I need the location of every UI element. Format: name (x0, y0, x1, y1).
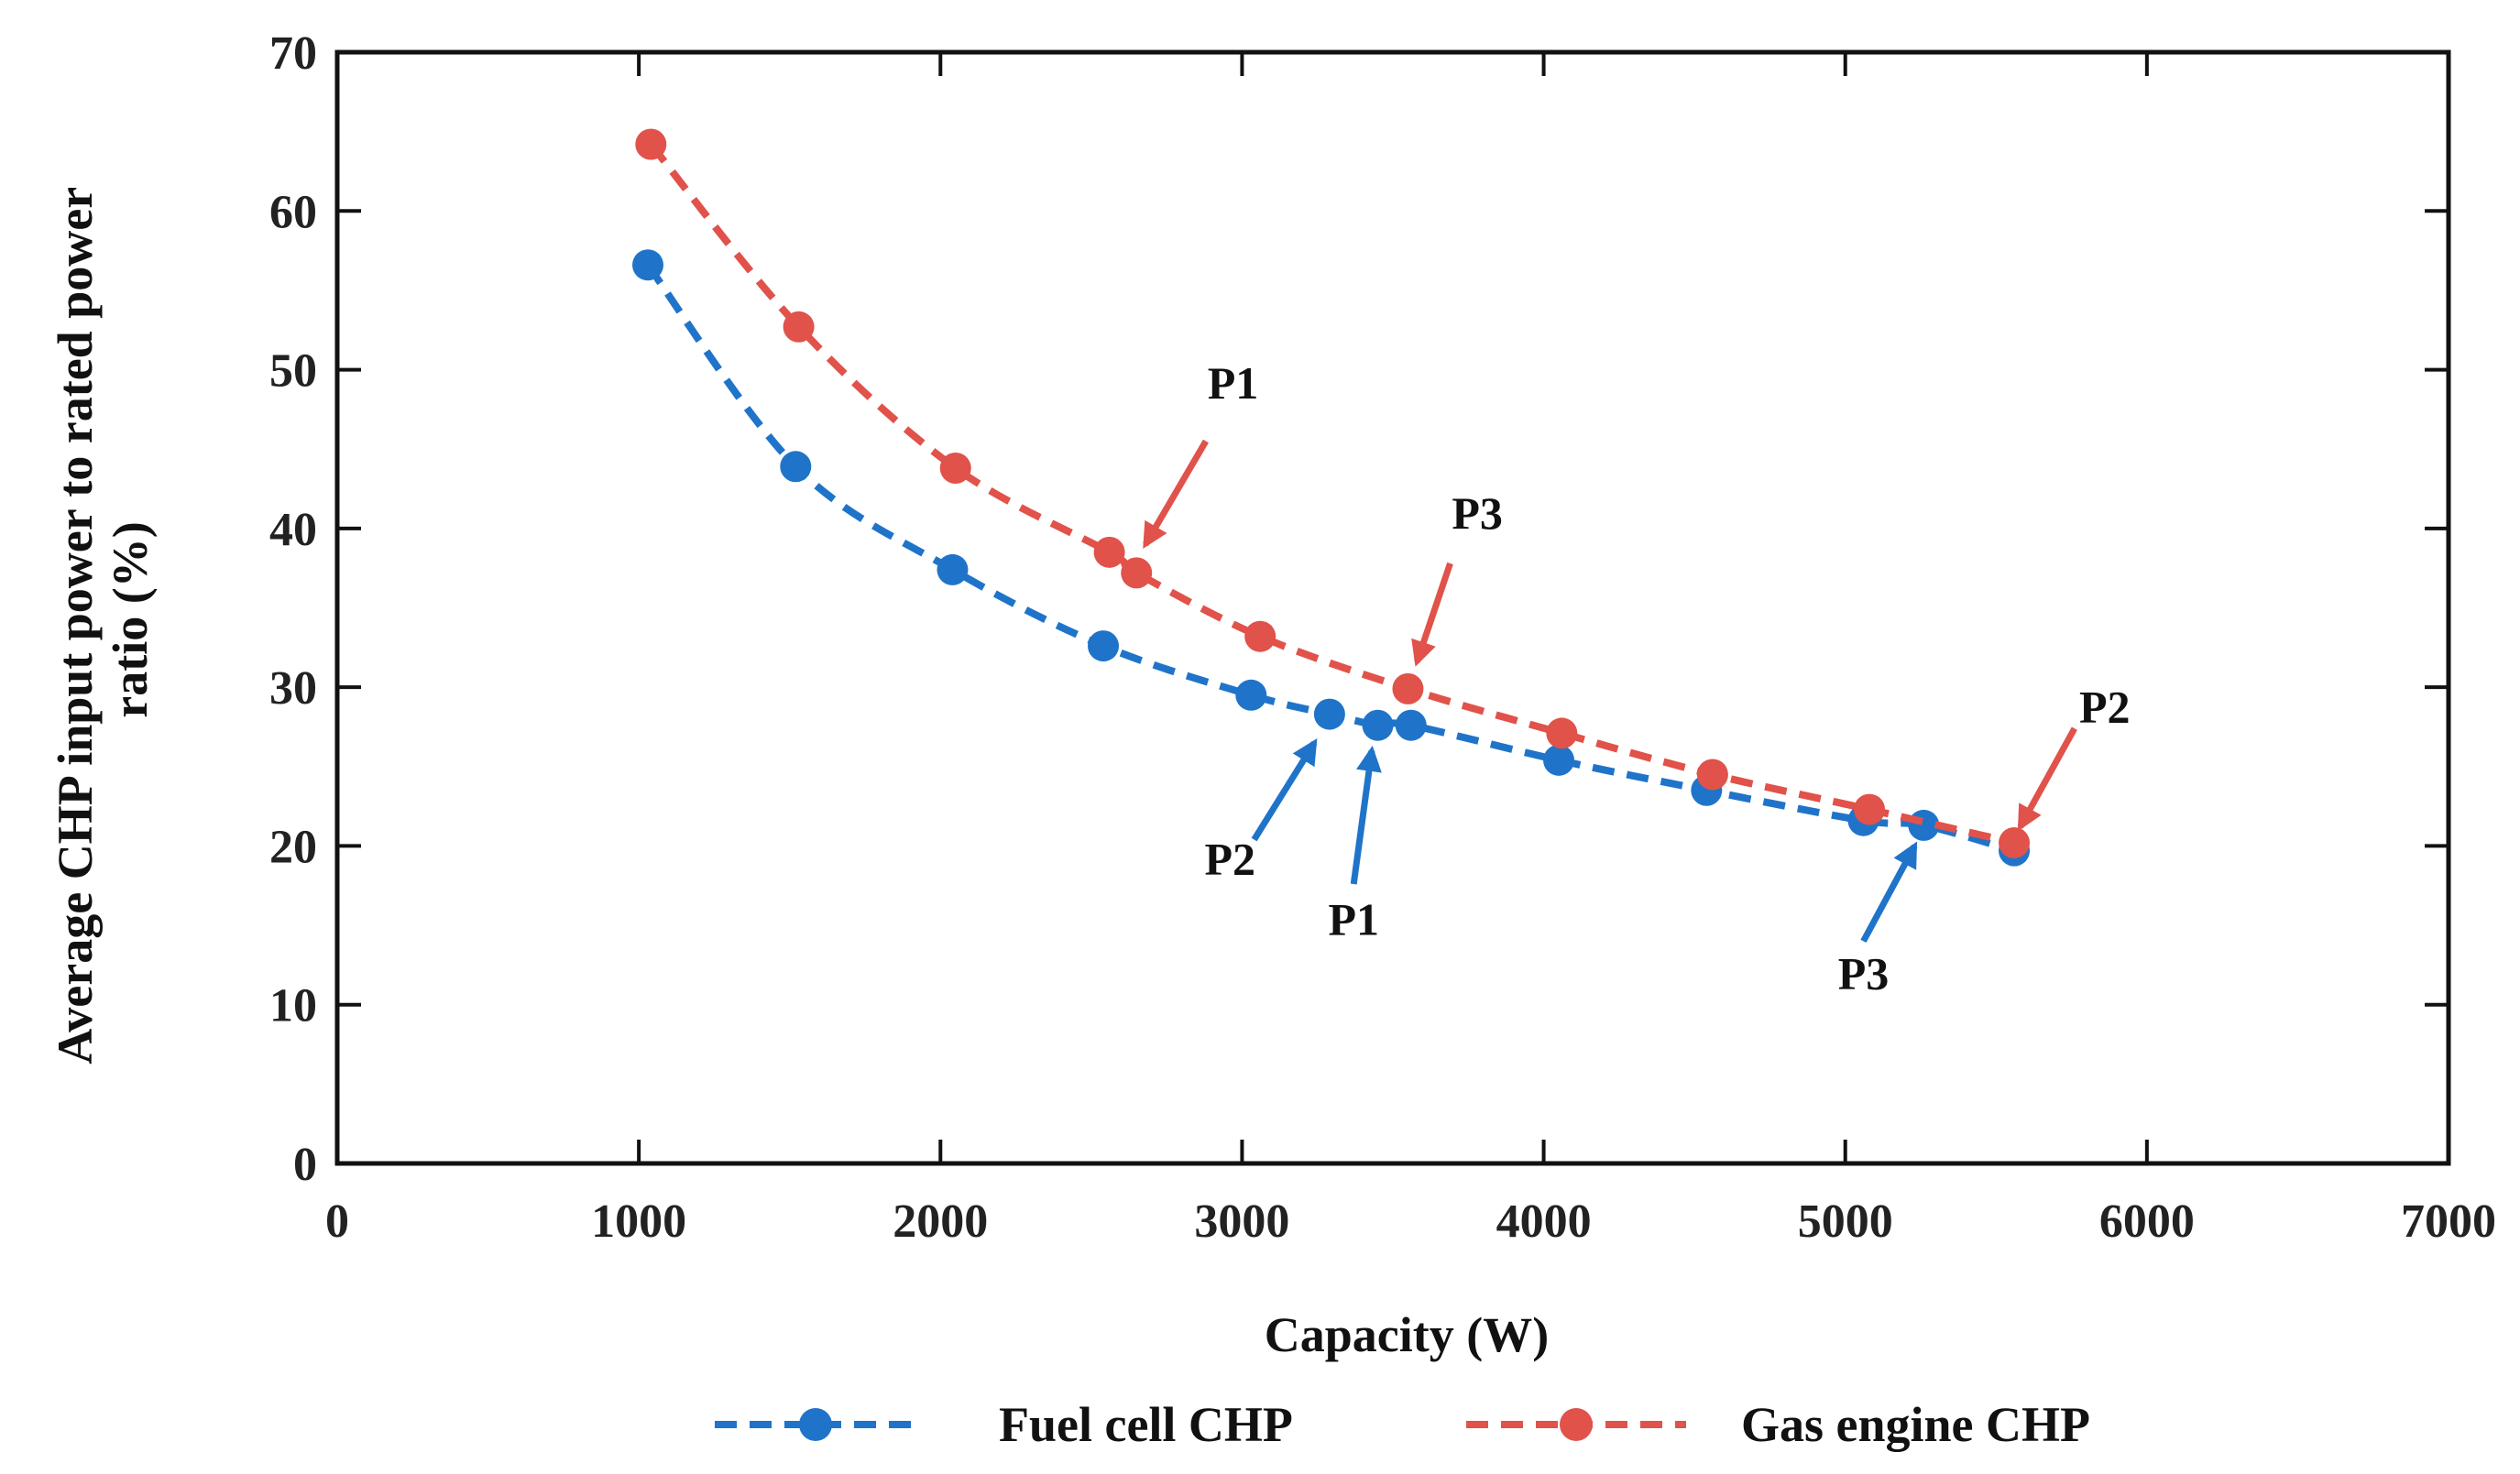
legend-fuel-cell: Fuel cell CHP (715, 1397, 1293, 1452)
x-tick-label: 4000 (1496, 1196, 1592, 1248)
data-point (1546, 717, 1578, 749)
y-tick-label: 30 (269, 662, 317, 715)
series-gas-engine (635, 128, 2031, 858)
annotation-arrow (1411, 562, 1453, 667)
data-point (783, 311, 815, 343)
x-tick-label: 2000 (893, 1196, 988, 1248)
data-point (632, 249, 664, 281)
series-line (644, 262, 2016, 855)
legend-marker (1560, 1408, 1593, 1441)
y-tick-label: 60 (269, 186, 317, 238)
y-tick-label: 20 (269, 821, 317, 873)
data-point (1093, 536, 1125, 568)
annotation-arrow (1350, 745, 1382, 885)
x-axis-title: Capacity (W) (1265, 1307, 1549, 1362)
y-axis-title: Average CHP input power to rated power r… (48, 175, 158, 1064)
annotation-label: P2 (1204, 834, 1255, 885)
legend-label: Gas engine CHP (1741, 1397, 2090, 1452)
data-point (1395, 709, 1427, 741)
annotation-p1: P1 (1328, 745, 1382, 944)
annotation-label: P1 (1328, 893, 1379, 944)
annotation-label: P3 (1838, 947, 1890, 999)
data-point (1088, 630, 1120, 662)
x-tick-label: 6000 (2099, 1196, 2195, 1248)
annotation-arrow (2017, 726, 2077, 832)
annotation-p3: P3 (1838, 841, 1918, 999)
legend-gas-engine: Gas engine CHP (1466, 1397, 2090, 1452)
data-point (1362, 709, 1394, 741)
data-point (1235, 679, 1267, 711)
annotation-arrow (1860, 841, 1918, 944)
y-tick-label: 10 (269, 980, 317, 1032)
y-tick-label: 50 (269, 345, 317, 398)
data-point (780, 451, 812, 483)
annotation-label: P3 (1452, 487, 1503, 539)
series-layer (632, 128, 2031, 867)
data-point (1121, 557, 1153, 589)
x-tick-label: 1000 (591, 1196, 686, 1248)
annotation-p2: P2 (1204, 738, 1318, 885)
annotation-label: P2 (2079, 681, 2131, 732)
data-point (635, 128, 667, 160)
data-point (1908, 809, 1940, 841)
x-tick-label: 3000 (1194, 1196, 1289, 1248)
data-point (937, 553, 969, 585)
annotation-layer: P1 P3 P2 P2 P1 P3 (1143, 357, 2131, 999)
data-point (1696, 759, 1728, 791)
data-point (1999, 826, 2031, 858)
series-fuel-cell (632, 249, 2031, 867)
plot-frame (334, 49, 2451, 1166)
annotation-arrow (1143, 439, 1209, 550)
x-tick-label: 5000 (1798, 1196, 1893, 1248)
annotation-p1: P1 (1143, 357, 1259, 550)
annotation-p3: P3 (1411, 487, 1503, 667)
data-point (1854, 793, 1886, 825)
y-tick-label: 70 (269, 27, 317, 80)
x-tick-label: 0 (325, 1196, 349, 1248)
legend-label: Fuel cell CHP (999, 1397, 1293, 1452)
data-point (1244, 620, 1276, 652)
x-tick-label: 7000 (2401, 1196, 2496, 1248)
y-tick-label: 0 (293, 1139, 317, 1191)
annotation-arrow (1251, 738, 1318, 842)
data-point (1313, 698, 1345, 730)
y-axis-title-line-2: ratio (%) (103, 521, 158, 717)
y-axis-title-line-1: Average CHP input power to rated power (48, 188, 103, 1065)
axis-ticks: 0 1000 2000 3000 4000 5000 6000 7000 0 10 20 30 40 50… (269, 27, 2496, 1248)
legend-marker (799, 1408, 832, 1441)
annotation-label: P1 (1208, 357, 1259, 409)
series-line (648, 141, 2015, 846)
legend: Fuel cell CHP Gas engine CHP (715, 1397, 2090, 1452)
data-point (1392, 672, 1424, 704)
data-point (1543, 744, 1575, 776)
data-point (939, 453, 971, 485)
annotation-p2: P2 (2017, 681, 2131, 832)
y-tick-label: 40 (269, 504, 317, 556)
